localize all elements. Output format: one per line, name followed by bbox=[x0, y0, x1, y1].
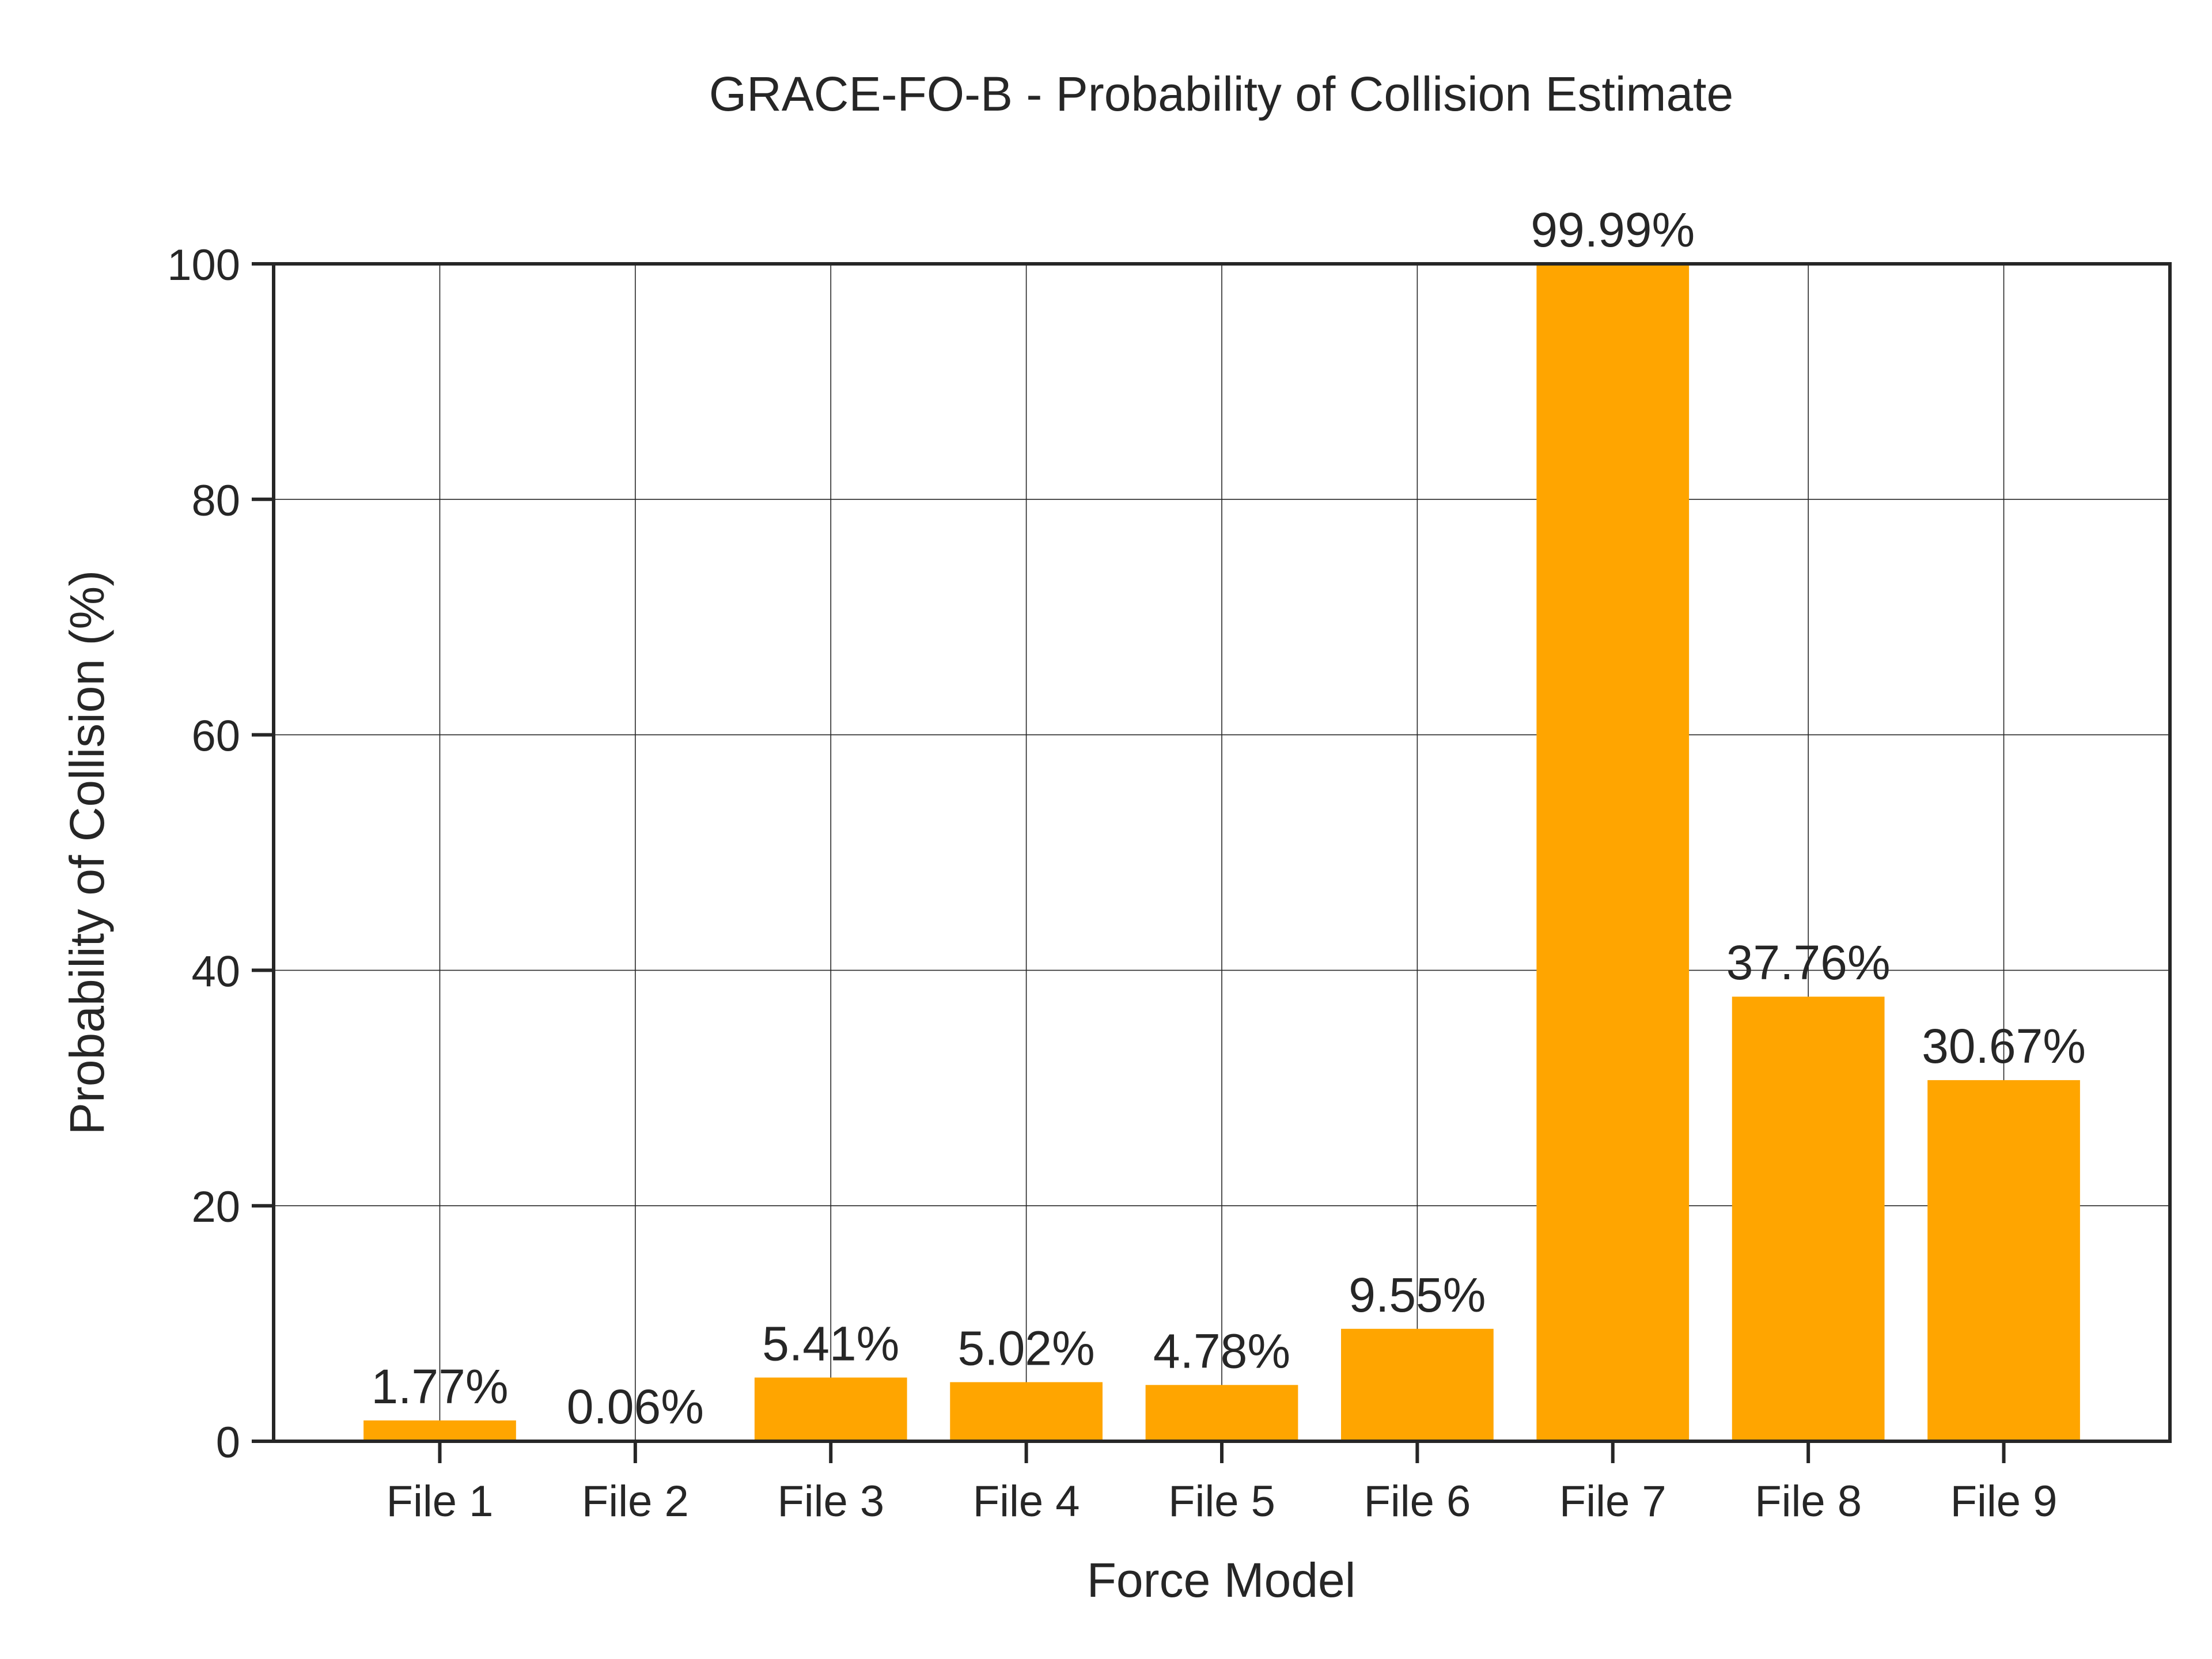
data-labels: 1.77% 0.06% 5.41% 5.02% 4.78% 9.55% 99.99% 37.7… bbox=[371, 203, 2086, 1434]
bar-data-label: 5.02% bbox=[958, 1321, 1095, 1375]
y-tick-label: 80 bbox=[191, 476, 240, 525]
y-tick-label: 0 bbox=[216, 1418, 240, 1467]
bar-data-label: 37.76% bbox=[1726, 935, 1891, 990]
y-tick-label: 100 bbox=[167, 241, 240, 290]
x-tick-label: File 5 bbox=[1168, 1477, 1275, 1526]
bar bbox=[1927, 1080, 2080, 1441]
x-tick-label: File 2 bbox=[582, 1477, 689, 1526]
x-tick-label: File 4 bbox=[973, 1477, 1080, 1526]
grid-lines bbox=[274, 263, 2170, 1442]
x-tick-label: File 7 bbox=[1559, 1477, 1666, 1526]
bars bbox=[363, 264, 2080, 1442]
y-tick-label: 40 bbox=[191, 947, 240, 996]
y-axis-label: Probability of Collision (%) bbox=[60, 570, 114, 1135]
x-tick-label: File 3 bbox=[777, 1477, 884, 1526]
bar-data-label: 1.77% bbox=[371, 1359, 508, 1414]
y-tick-label: 60 bbox=[191, 712, 240, 761]
bar-data-label: 4.78% bbox=[1153, 1324, 1290, 1378]
bar bbox=[1145, 1385, 1298, 1441]
x-axis-ticks: File 1 File 2 File 3 File 4 File 5 File 6 File… bbox=[387, 1441, 2058, 1526]
y-axis-ticks: 0 20 40 60 80 100 bbox=[167, 241, 274, 1467]
chart-title: GRACE-FO-B - Probability of Collision Es… bbox=[709, 67, 1733, 121]
bar bbox=[1536, 264, 1690, 1442]
bar bbox=[363, 1420, 516, 1441]
bar bbox=[1732, 997, 1885, 1441]
x-tick-label: File 6 bbox=[1363, 1477, 1471, 1526]
bar bbox=[1341, 1328, 1494, 1441]
bar-data-label: 9.55% bbox=[1349, 1268, 1486, 1322]
x-axis-label: Force Model bbox=[1087, 1553, 1356, 1607]
bar-data-label: 5.41% bbox=[762, 1316, 899, 1370]
x-tick-label: File 9 bbox=[1950, 1477, 2058, 1526]
bar-data-label: 0.06% bbox=[567, 1380, 704, 1434]
x-tick-label: File 1 bbox=[387, 1477, 494, 1526]
bar-data-label: 30.67% bbox=[1922, 1019, 2086, 1073]
bar-data-label: 99.99% bbox=[1531, 203, 1695, 257]
y-tick-label: 20 bbox=[191, 1183, 240, 1232]
x-tick-label: File 8 bbox=[1755, 1477, 1862, 1526]
bar bbox=[754, 1377, 907, 1441]
bar bbox=[950, 1382, 1103, 1441]
